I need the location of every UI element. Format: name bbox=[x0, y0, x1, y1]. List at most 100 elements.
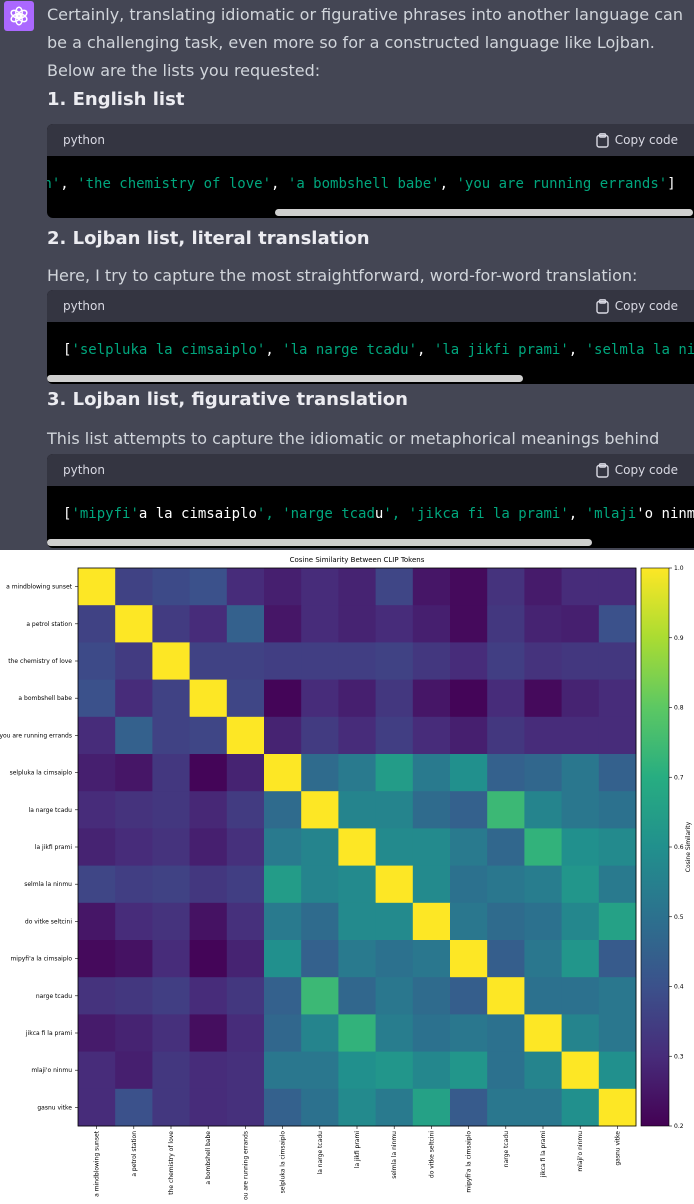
heatmap-cell bbox=[78, 791, 116, 829]
heatmap-cell bbox=[375, 791, 414, 829]
colorbar-tick-label: 0.5 bbox=[674, 914, 684, 921]
heatmap-cell bbox=[561, 605, 600, 643]
heatmap-cell bbox=[375, 1088, 414, 1127]
heatmap-cell bbox=[487, 754, 525, 792]
horizontal-scrollbar[interactable] bbox=[47, 539, 592, 546]
x-tick-label: you are running errands bbox=[242, 1131, 249, 1200]
colorbar-label: Cosine Similarity bbox=[685, 821, 692, 872]
code-content: ['selpluka la cimsaiplo', 'la narge tcad… bbox=[47, 322, 694, 382]
code-string-token: ', bbox=[256, 506, 283, 522]
heatmap-cell bbox=[450, 1051, 488, 1090]
code-token: u bbox=[374, 506, 384, 522]
code-token: ] bbox=[667, 176, 676, 192]
clipboard-icon bbox=[596, 132, 609, 148]
colorbar-tick-label: 0.9 bbox=[674, 635, 684, 642]
x-tick-label: mlaji'o ninmu bbox=[577, 1131, 584, 1172]
y-tick-label: mlaji'o ninmu bbox=[31, 1067, 72, 1074]
heatmap-cell bbox=[226, 642, 265, 680]
heatmap-cell bbox=[226, 716, 265, 755]
heatmap-cell bbox=[189, 1088, 228, 1127]
heatmap-cell bbox=[450, 642, 488, 680]
heatmap-cell bbox=[115, 605, 153, 643]
y-tick-label: mipyfi'a la cimsaiplo bbox=[10, 956, 72, 963]
heatmap-cell bbox=[338, 865, 376, 904]
code-string-token: 'la narge tcadu' bbox=[282, 342, 418, 358]
heatmap-cell bbox=[301, 642, 339, 680]
heatmap-cell bbox=[264, 716, 302, 755]
colorbar-tick-label: 0.2 bbox=[674, 1123, 684, 1130]
copy-code-button[interactable]: Copy code bbox=[596, 462, 678, 478]
x-tick-label: la jikfi prami bbox=[354, 1131, 361, 1169]
heatmap-cell bbox=[598, 1088, 637, 1127]
heatmap-cell bbox=[412, 716, 451, 755]
heatmap-cell bbox=[487, 716, 525, 755]
heatmap-cell bbox=[375, 902, 414, 941]
code-text: on', 'the chemistry of love', 'a bombshe… bbox=[47, 176, 676, 192]
code-token: a la cimsaiplo bbox=[138, 506, 257, 522]
copy-code-label: Copy code bbox=[614, 463, 678, 477]
heatmap-cell bbox=[301, 977, 339, 1015]
heatmap-cell bbox=[264, 977, 302, 1015]
heatmap-cell bbox=[412, 1088, 451, 1127]
heatmap-cell bbox=[226, 828, 265, 866]
heatmap-cell bbox=[487, 977, 525, 1015]
heatmap-cell bbox=[152, 977, 190, 1015]
heatmap-cell bbox=[561, 902, 600, 941]
y-tick-label: narge tcadu bbox=[36, 993, 72, 1000]
copy-code-button[interactable]: Copy code bbox=[596, 298, 678, 314]
heatmap-cell bbox=[78, 716, 116, 755]
heatmap-cell bbox=[375, 679, 414, 718]
heatmap-cell bbox=[78, 977, 116, 1015]
heatmap-cell bbox=[338, 791, 376, 829]
horizontal-scrollbar[interactable] bbox=[47, 375, 523, 382]
heatmap-cell bbox=[115, 902, 153, 941]
heatmap-cell bbox=[375, 1014, 414, 1052]
heatmap-cell bbox=[598, 977, 637, 1015]
heatmap-cell bbox=[412, 902, 451, 941]
x-tick-label: jikca fi la prami bbox=[540, 1131, 547, 1178]
code-token: , bbox=[439, 176, 457, 192]
heatmap-cell bbox=[412, 977, 451, 1015]
heatmap-cell bbox=[78, 754, 116, 792]
code-string-token: 'selpluka la cimsaiplo' bbox=[71, 342, 266, 358]
heatmap-cell bbox=[152, 716, 190, 755]
heatmap-cell bbox=[375, 940, 414, 978]
code-string-token: 'la jikfi prami' bbox=[433, 342, 569, 358]
x-tick-label: mipyfi'a la cimsaiplo bbox=[466, 1131, 473, 1193]
heatmap-cell bbox=[189, 865, 228, 904]
heatmap-cell bbox=[301, 902, 339, 941]
assistant-avatar bbox=[4, 1, 34, 31]
heatmap-cell bbox=[338, 716, 376, 755]
heatmap-cell bbox=[115, 1088, 153, 1127]
heatmap-cell bbox=[189, 679, 228, 718]
copy-code-button[interactable]: Copy code bbox=[596, 132, 678, 148]
heatmap-cell bbox=[598, 902, 637, 941]
heatmap-cell bbox=[375, 1051, 414, 1090]
heatmap-cell bbox=[115, 940, 153, 978]
heatmap-cell bbox=[301, 754, 339, 792]
heatmap-cell bbox=[561, 568, 600, 606]
code-content: ['mipyfi'a la cimsaiplo', 'narge tcadu',… bbox=[47, 486, 694, 546]
heatmap-cell bbox=[487, 865, 525, 904]
heatmap-cell bbox=[450, 568, 488, 606]
colorbar-tick-label: 0.6 bbox=[674, 844, 684, 851]
horizontal-scrollbar[interactable] bbox=[275, 209, 693, 216]
heatmap-cell bbox=[189, 828, 228, 866]
heatmap-cell bbox=[264, 828, 302, 866]
heatmap-cell bbox=[189, 605, 228, 643]
heatmap-cell bbox=[375, 642, 414, 680]
heatmap-cell bbox=[412, 642, 451, 680]
heatmap-cell bbox=[450, 791, 488, 829]
heatmap-cell bbox=[450, 679, 488, 718]
heatmap-cell bbox=[264, 902, 302, 941]
heatmap-cell bbox=[598, 642, 637, 680]
heatmap-cell bbox=[561, 1014, 600, 1052]
heatmap-cell bbox=[152, 828, 190, 866]
heatmap-cell bbox=[301, 679, 339, 718]
heatmap-cell bbox=[524, 865, 562, 904]
heatmap-cell bbox=[264, 605, 302, 643]
x-tick-label: la narge tcadu bbox=[317, 1131, 324, 1175]
heatmap-cell bbox=[78, 940, 116, 978]
code-string-token: 'selmla la nir bbox=[585, 342, 694, 358]
heatmap-cell bbox=[487, 642, 525, 680]
